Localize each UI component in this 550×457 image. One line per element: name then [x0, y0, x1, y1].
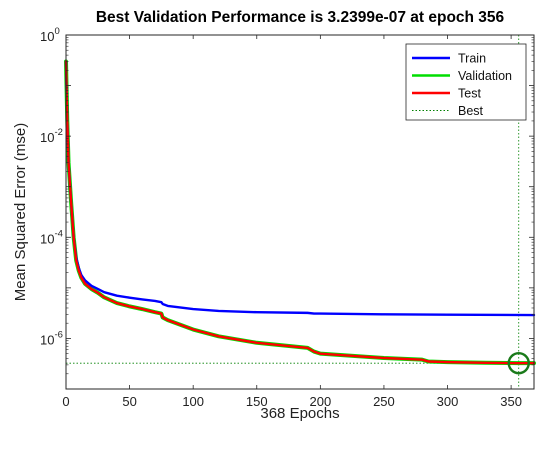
x-tick-label: 300 [437, 394, 459, 409]
y-tick-label: 100 [40, 26, 60, 44]
x-tick-label: 250 [373, 394, 395, 409]
x-axis-label: 368 Epochs [260, 405, 339, 422]
x-tick-label: 100 [182, 394, 204, 409]
y-tick-exponent: -6 [54, 329, 62, 340]
series-test-line [64, 60, 536, 365]
y-tick-base: 10 [40, 130, 54, 145]
y-tick-base: 10 [40, 332, 54, 347]
legend: Train Validation Test Best [405, 43, 527, 121]
legend-validation-label: Validation [458, 69, 512, 83]
y-tick-base: 10 [40, 231, 54, 246]
y-tick-exponent: -2 [54, 127, 62, 138]
series-lines [64, 59, 536, 366]
legend-box [405, 43, 527, 121]
plot-frame [65, 34, 535, 390]
best-point [507, 351, 530, 375]
y-tick-exponent: -4 [54, 228, 62, 239]
y-axis-label: Mean Squared Error (mse) [12, 123, 29, 301]
y-tick-label: 10-6 [40, 329, 63, 347]
y-tick-exponent: 0 [54, 26, 59, 37]
chart-title: Best Validation Performance is 3.2399e-0… [96, 9, 505, 26]
x-tick-label: 150 [246, 394, 268, 409]
x-tick-label: 0 [62, 394, 69, 409]
y-tick-label: 10-2 [40, 127, 63, 145]
y-tick-label: 10-4 [40, 228, 63, 246]
x-tick-label: 50 [122, 394, 136, 409]
x-tick-label: 200 [309, 394, 331, 409]
x-tick-label: 350 [500, 394, 522, 409]
legend-test-label: Test [458, 87, 481, 101]
x-axis: 0 50 100 150 200 250 300 350 [62, 35, 522, 409]
best-point-circle [507, 351, 530, 375]
legend-best-label: Best [458, 104, 484, 118]
y-tick-base: 10 [40, 29, 54, 44]
legend-train-label: Train [458, 52, 486, 66]
